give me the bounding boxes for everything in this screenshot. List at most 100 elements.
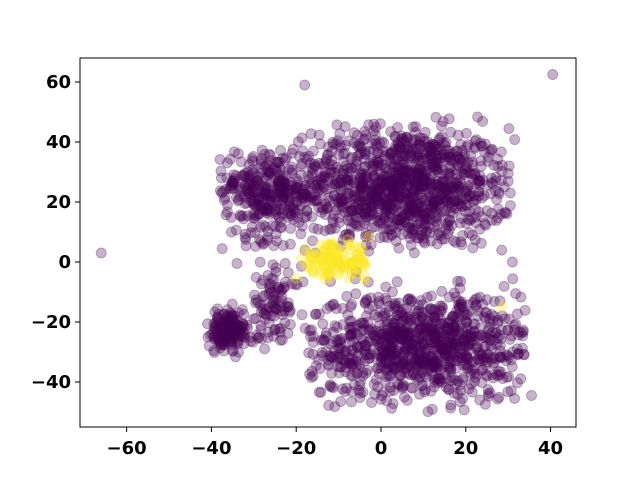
scatter-point [265, 155, 277, 167]
scatter-point [452, 150, 464, 162]
scatter-point [469, 141, 481, 153]
scatter-point [439, 193, 451, 205]
scatter-point [473, 174, 485, 186]
scatter-point [341, 174, 353, 186]
scatter-point [416, 192, 428, 204]
scatter-point [479, 146, 490, 158]
scatter-point [405, 201, 417, 213]
scatter-point [473, 186, 485, 198]
scatter-point [333, 148, 345, 160]
scatter-point [229, 173, 241, 185]
scatter-point [442, 197, 454, 209]
scatter-point [420, 168, 432, 180]
scatter-point [429, 160, 440, 172]
scatter-point [425, 303, 437, 315]
scatter-point [468, 190, 480, 202]
scatter-point [407, 186, 419, 198]
scatter-point [279, 258, 291, 269]
scatter-point [502, 324, 514, 336]
scatter-point [427, 160, 439, 172]
scatter-point [384, 180, 396, 192]
scatter-point [425, 178, 437, 190]
scatter-point [445, 154, 457, 166]
scatter-point [390, 143, 402, 155]
scatter-point [417, 206, 429, 217]
scatter-point [507, 273, 519, 285]
scatter-point [290, 186, 301, 198]
scatter-point [365, 201, 377, 213]
scatter-point [248, 151, 259, 162]
scatter-point [375, 177, 387, 189]
scatter-point [402, 180, 414, 192]
scatter-point [370, 192, 382, 204]
scatter-point [453, 194, 465, 206]
scatter-point [321, 202, 333, 214]
scatter-point [307, 235, 318, 247]
scatter-point [417, 172, 429, 184]
scatter-point [393, 170, 404, 182]
scatter-point [504, 333, 516, 345]
scatter-point [240, 240, 252, 252]
scatter-point [485, 177, 497, 189]
scatter-point [351, 191, 363, 203]
scatter-point [375, 362, 387, 374]
scatter-point [255, 306, 267, 318]
scatter-point [391, 181, 403, 193]
scatter-point [335, 174, 347, 186]
scatter-points [95, 69, 559, 418]
scatter-point [455, 385, 467, 396]
scatter-point [472, 175, 484, 187]
scatter-point [444, 214, 456, 226]
scatter-point [395, 143, 407, 154]
scatter-point [297, 188, 309, 200]
scatter-point [273, 204, 285, 216]
scatter-point [396, 133, 408, 145]
scatter-point [422, 159, 434, 171]
scatter-point [313, 308, 325, 320]
scatter-point [403, 159, 415, 171]
scatter-point [460, 192, 472, 204]
scatter-point [379, 310, 391, 322]
scatter-point [464, 179, 476, 191]
scatter-point [407, 217, 419, 229]
scatter-point [403, 193, 414, 205]
scatter-point [324, 201, 335, 213]
scatter-point [310, 195, 322, 206]
scatter-point [444, 168, 456, 180]
scatter-point [385, 193, 396, 205]
scatter-point [356, 184, 368, 196]
scatter-point [299, 151, 311, 163]
scatter-point [334, 128, 346, 140]
scatter-point [380, 352, 392, 364]
scatter-point [399, 174, 411, 186]
scatter-point [416, 181, 427, 193]
scatter-point [492, 161, 504, 172]
scatter-point [335, 192, 347, 204]
scatter-point [393, 183, 405, 195]
scatter-point [547, 69, 559, 80]
scatter-point [374, 232, 386, 244]
scatter-point [382, 232, 394, 244]
scatter-point [512, 349, 524, 360]
scatter-point [383, 152, 394, 164]
scatter-point [392, 160, 404, 172]
scatter-point [320, 198, 332, 210]
scatter-point [425, 149, 437, 161]
scatter-point [443, 149, 455, 161]
scatter-point [396, 192, 408, 204]
scatter-point [384, 165, 395, 176]
scatter-point [238, 169, 250, 181]
scatter-point [296, 132, 308, 144]
scatter-point [424, 204, 436, 216]
scatter-point [406, 200, 418, 212]
scatter-point [388, 181, 400, 193]
scatter-point [449, 311, 461, 323]
scatter-point [454, 198, 465, 210]
scatter-point [352, 198, 364, 210]
scatter-point [348, 127, 360, 139]
scatter-point [418, 180, 430, 192]
scatter-point [415, 169, 427, 181]
scatter-point [342, 214, 354, 226]
scatter-point [440, 183, 452, 195]
scatter-point [414, 167, 426, 179]
